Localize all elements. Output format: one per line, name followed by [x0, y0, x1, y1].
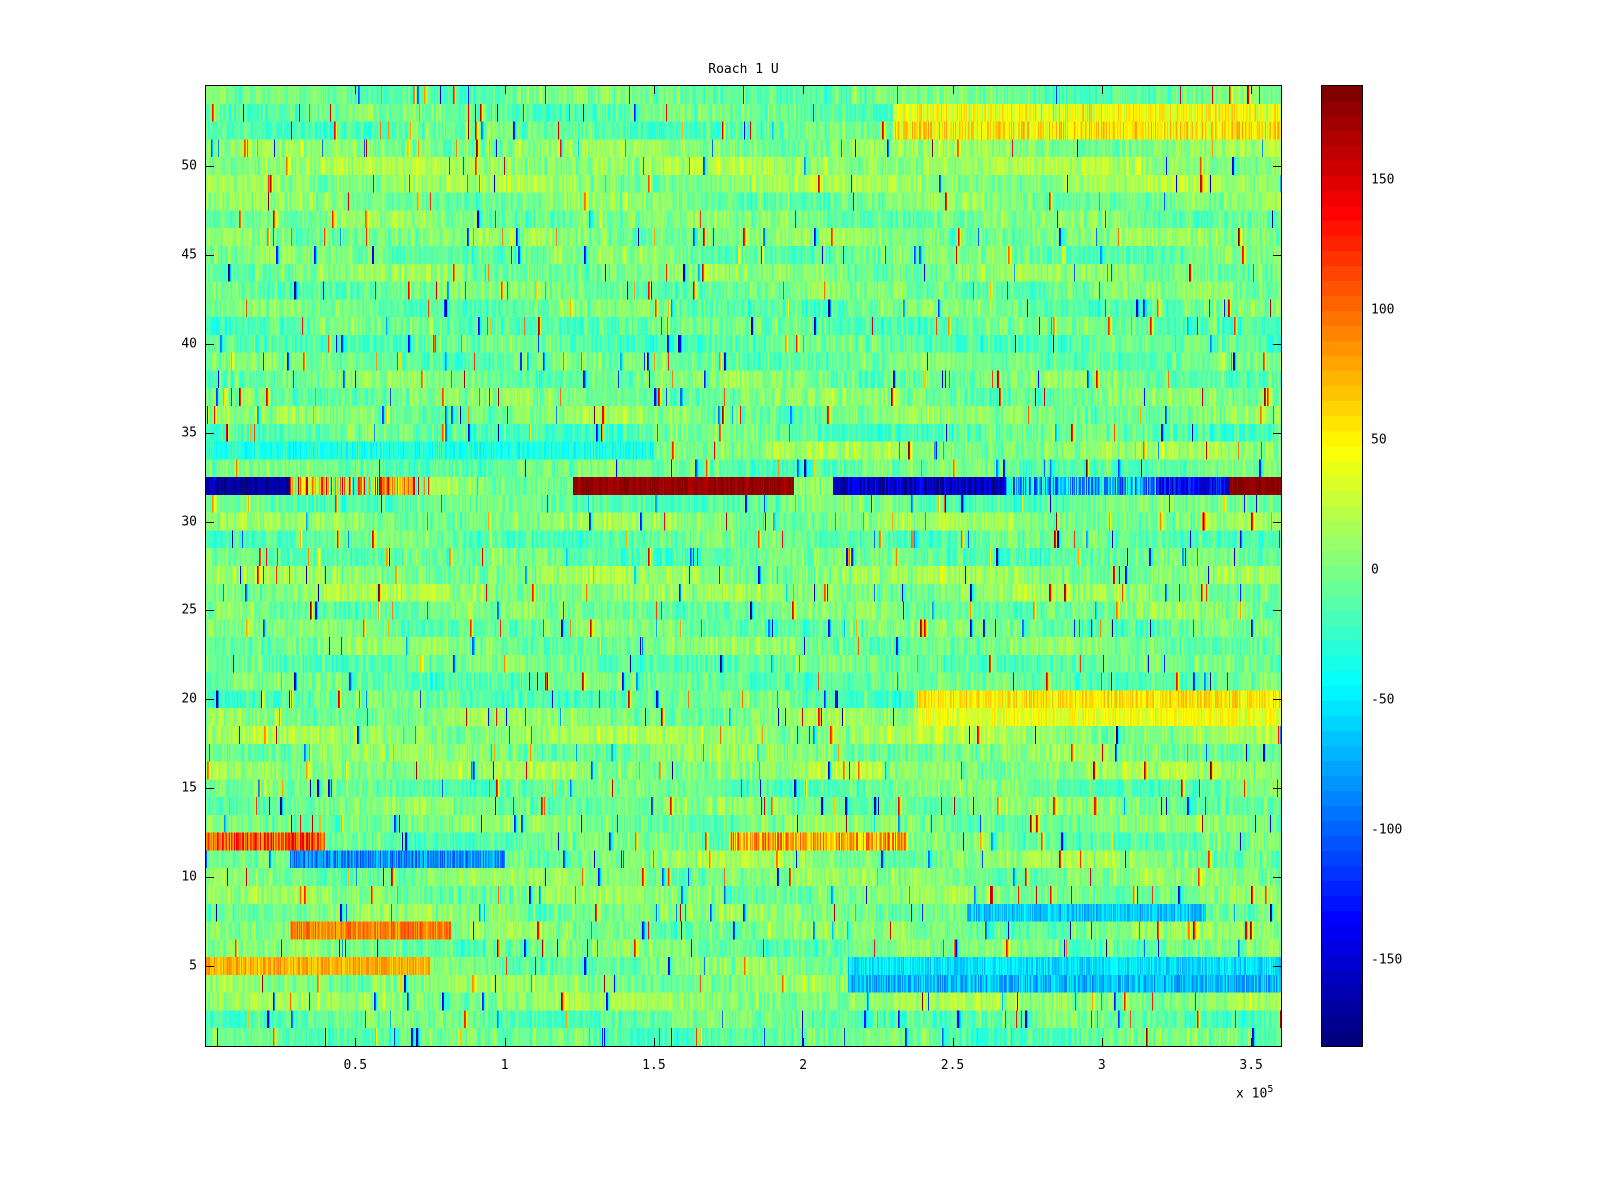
colorbar [1321, 85, 1363, 1047]
x-tick [653, 1038, 655, 1046]
colorbar-tick-label: -150 [1371, 952, 1403, 968]
x-tick [952, 86, 954, 94]
colorbar-tick-label: -50 [1371, 692, 1395, 708]
y-tick [206, 699, 214, 701]
y-tick [206, 877, 214, 879]
exponent-prefix: x 10 [1236, 1086, 1268, 1102]
heatmap-canvas [206, 86, 1281, 1046]
y-tick [206, 521, 214, 523]
y-tick-label: 30 [181, 514, 197, 530]
x-tick [1101, 86, 1103, 94]
exponent-value: 5 [1267, 1084, 1274, 1095]
x-tick-label: 1 [500, 1058, 509, 1073]
y-tick-label: 25 [181, 602, 197, 618]
x-tick-label: 0.5 [343, 1058, 368, 1073]
x-tick-label: 3 [1097, 1058, 1106, 1073]
chart-title: Roach 1 U [708, 62, 779, 77]
heatmap-plot-area [205, 85, 1282, 1047]
x-tick [952, 1038, 954, 1046]
x-tick-label: 2 [799, 1058, 808, 1073]
y-tick [1273, 966, 1281, 967]
x-tick-label: 1.5 [642, 1058, 666, 1073]
y-tick [1273, 521, 1281, 523]
x-tick [1251, 1038, 1253, 1046]
x-tick [355, 1038, 357, 1046]
y-tick [1273, 788, 1281, 790]
colorbar-tick-label: 0 [1371, 562, 1379, 578]
x-tick-label: 2.5 [940, 1058, 965, 1073]
colorbar-tick-label: 100 [1371, 302, 1395, 318]
x-tick [803, 86, 805, 94]
x-tick [1101, 1038, 1103, 1046]
y-tick [206, 432, 214, 434]
y-tick [206, 343, 214, 345]
y-tick-label: 5 [189, 958, 197, 974]
y-tick [1273, 699, 1281, 701]
y-tick [1273, 166, 1281, 167]
y-tick-label: 10 [181, 869, 197, 885]
y-tick [1273, 877, 1281, 879]
y-tick [1273, 432, 1281, 434]
colorbar-canvas [1322, 86, 1362, 1046]
x-axis-exponent-label: x 105 [1236, 1084, 1273, 1101]
y-tick-label: 15 [181, 780, 197, 796]
y-tick [206, 610, 214, 612]
x-tick [1251, 86, 1253, 94]
y-tick [206, 966, 214, 967]
x-tick [504, 86, 506, 94]
y-tick-label: 40 [181, 336, 197, 352]
x-tick [355, 86, 357, 94]
y-tick-label: 45 [181, 247, 197, 263]
y-tick [1273, 610, 1281, 612]
y-tick [1273, 254, 1281, 256]
x-tick [504, 1038, 506, 1046]
x-tick [803, 1038, 805, 1046]
y-tick [206, 254, 214, 256]
colorbar-tick-label: -100 [1371, 822, 1403, 838]
colorbar-tick-label: 150 [1371, 172, 1395, 188]
x-tick-label: 3.5 [1239, 1058, 1263, 1073]
y-tick-label: 50 [181, 158, 197, 174]
y-tick-label: 20 [181, 691, 197, 707]
y-tick [1273, 343, 1281, 345]
x-tick [653, 86, 655, 94]
colorbar-tick-label: 50 [1371, 432, 1387, 448]
y-tick-label: 35 [181, 425, 197, 441]
y-tick [206, 788, 214, 790]
y-tick [206, 166, 214, 167]
